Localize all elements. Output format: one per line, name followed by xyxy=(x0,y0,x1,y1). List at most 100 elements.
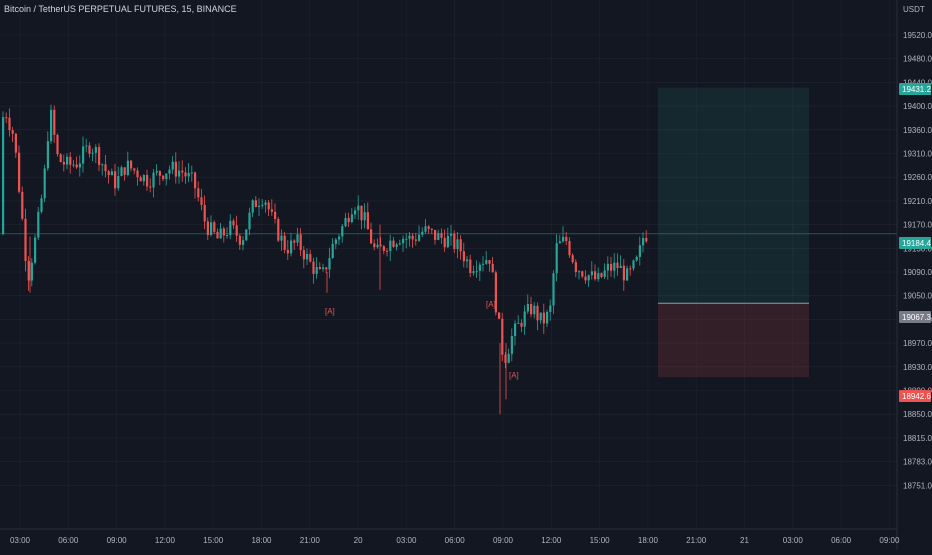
candle-body xyxy=(517,322,520,324)
candle-body xyxy=(338,236,341,240)
candle-body xyxy=(8,117,11,131)
candle-body xyxy=(331,243,334,259)
candle-body xyxy=(75,164,78,168)
signal-markers: [A] [A] [A] xyxy=(325,300,519,380)
candle-body xyxy=(229,220,232,236)
candle-body xyxy=(66,156,69,165)
candle-body xyxy=(62,161,65,165)
candle-body xyxy=(56,134,59,155)
target-price: 19431.2 xyxy=(902,85,931,94)
price-axis[interactable]: USDT 19520.0 19480.0 19440.0 19400.0 19360.0… xyxy=(896,0,932,550)
candle-body xyxy=(610,263,613,271)
symbol-title[interactable]: Bitcoin / TetherUS PERPETUAL FUTURES, 15… xyxy=(4,4,237,14)
candle-body xyxy=(357,205,360,211)
candle-body xyxy=(43,168,46,199)
price-tick: 19210.0 xyxy=(903,197,932,206)
candle-body xyxy=(514,323,517,337)
candle-body xyxy=(107,171,110,176)
current-price: 19184.4 xyxy=(902,239,931,248)
candle-body xyxy=(565,236,568,242)
candle-body xyxy=(459,239,462,252)
candle-body xyxy=(475,270,478,272)
time-tick: 18:00 xyxy=(251,536,272,545)
candle-body xyxy=(277,219,280,241)
candle-body xyxy=(370,229,373,244)
candle-body xyxy=(411,235,414,240)
candle-body xyxy=(530,303,533,315)
candle-body xyxy=(488,260,491,264)
candle-body xyxy=(325,267,328,270)
candle-body xyxy=(235,225,238,236)
candle-body xyxy=(626,268,629,281)
candle-body xyxy=(40,198,43,212)
candle-body xyxy=(645,238,648,242)
time-axis[interactable]: 03:00 06:00 09:00 12:00 15:00 18:00 21:00 20 03:… xyxy=(0,528,900,545)
candle-body xyxy=(456,239,459,249)
candle-body xyxy=(466,259,469,262)
candle-body xyxy=(50,109,53,142)
candle-body xyxy=(469,259,472,274)
candle-body xyxy=(59,154,62,162)
candle-body xyxy=(491,263,494,273)
candle-body xyxy=(142,174,145,182)
stop-zone[interactable] xyxy=(658,303,809,378)
time-tick: 06:00 xyxy=(58,536,79,545)
candle-body xyxy=(558,241,561,244)
candle-body xyxy=(261,204,264,206)
candles[interactable] xyxy=(2,104,648,415)
candle-body xyxy=(322,267,325,269)
target-price-tag: 19431.2 xyxy=(899,83,931,95)
candle-body xyxy=(629,268,632,270)
candle-body xyxy=(536,305,539,321)
candle-body xyxy=(238,235,241,245)
candle-body xyxy=(568,241,571,256)
candle-body xyxy=(430,228,433,230)
candle-body xyxy=(632,260,635,269)
candle-body xyxy=(453,233,456,249)
currency-label: USDT xyxy=(903,5,925,14)
time-tick: 21:00 xyxy=(686,536,707,545)
candle-body xyxy=(110,171,113,176)
time-tick: 18:00 xyxy=(638,536,659,545)
candle-body xyxy=(398,243,401,245)
candle-body xyxy=(600,273,603,277)
current-price-tag: 19184.4 xyxy=(899,237,931,249)
candle-body xyxy=(360,205,363,221)
candle-body xyxy=(594,271,597,280)
candle-body xyxy=(542,312,545,324)
price-tick: 19440.0 xyxy=(903,78,932,87)
candle-body xyxy=(507,353,510,363)
candle-body xyxy=(334,239,337,244)
candle-body xyxy=(203,204,206,222)
time-tick: 09:00 xyxy=(107,536,128,545)
candle-body xyxy=(616,262,619,269)
time-tick: 03:00 xyxy=(10,536,31,545)
candle-body xyxy=(139,177,142,182)
risk-reward-tool[interactable] xyxy=(658,87,809,378)
candle-body xyxy=(462,251,465,262)
candle-body xyxy=(206,221,209,236)
candle-body xyxy=(555,243,558,274)
candle-body xyxy=(344,217,347,227)
candle-body xyxy=(366,212,369,230)
candle-body xyxy=(443,237,446,248)
grid xyxy=(0,0,897,529)
candle-body xyxy=(414,239,417,241)
candle-body xyxy=(619,265,622,269)
candle-body xyxy=(5,117,8,119)
time-tick: 03:00 xyxy=(396,536,417,545)
candle-body xyxy=(286,249,289,254)
candle-body xyxy=(392,240,395,247)
candle-body xyxy=(437,233,440,240)
candle-body xyxy=(501,318,504,355)
target-zone[interactable] xyxy=(658,87,809,304)
candle-body xyxy=(376,244,379,248)
signal-marker: [A] xyxy=(486,300,496,309)
candle-body xyxy=(434,229,437,240)
candle-body xyxy=(446,235,449,248)
price-tick: 19170.0 xyxy=(903,221,932,230)
time-tick: 06:00 xyxy=(831,536,852,545)
candle-body xyxy=(267,202,270,210)
